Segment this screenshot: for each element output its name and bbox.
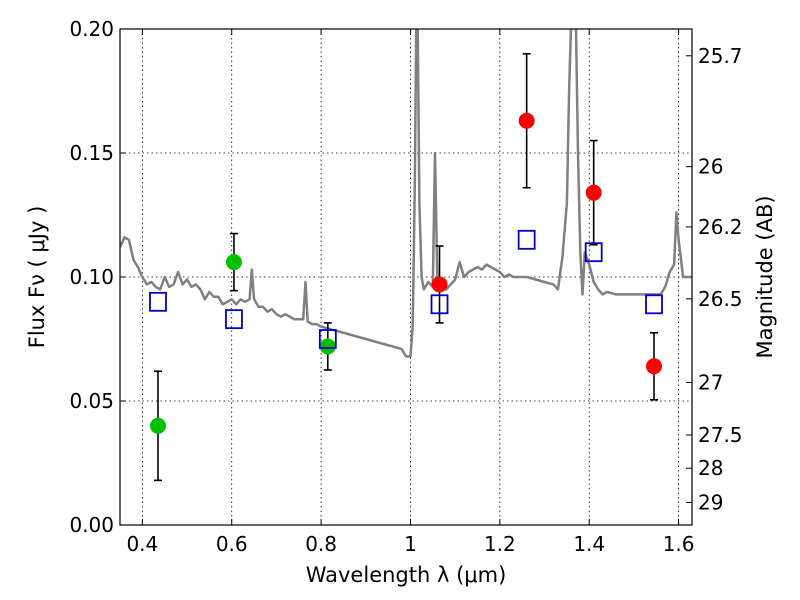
- right-axis-label: Magnitude (AB): [753, 195, 777, 358]
- green-data-point: [225, 254, 242, 271]
- model-spectrum-line: [120, 29, 692, 358]
- plot-area: [120, 29, 692, 482]
- y-tick-label: 0.15: [69, 141, 114, 165]
- y-tick-label: 0.20: [69, 17, 114, 41]
- x-tick-label: 1.4: [573, 532, 605, 556]
- right-tick-label: 29: [698, 490, 723, 514]
- right-tick-label: 27: [698, 370, 723, 394]
- right-tick-label: 27.5: [698, 423, 743, 447]
- model-square-marker: [225, 309, 243, 330]
- x-tick-label: 1: [404, 532, 417, 556]
- right-tick-label: 26.5: [698, 287, 743, 311]
- axis-ticks: 0.4 0.6 0.8 1 1.2 1.4 1.6 0.00 0.05 0.10 0.15 0.20 2…: [69, 17, 742, 556]
- red-data-point: [585, 184, 602, 201]
- model-square-marker: [645, 294, 663, 315]
- x-tick-label: 0.6: [216, 532, 248, 556]
- markers: [149, 52, 663, 482]
- red-data-point: [518, 112, 535, 129]
- red-data-point: [646, 358, 663, 375]
- model-square-marker: [517, 229, 536, 250]
- x-tick-label: 1.6: [663, 532, 695, 556]
- green-data-point: [319, 338, 336, 355]
- right-tick-label: 25.7: [698, 44, 743, 68]
- x-tick-label: 0.8: [305, 532, 337, 556]
- y-tick-label: 0.00: [69, 513, 114, 537]
- green-data-point: [149, 417, 166, 434]
- red-data-point: [431, 276, 448, 293]
- x-tick-label: 1.2: [484, 532, 516, 556]
- x-axis-label: Wavelength λ (μm): [306, 563, 507, 587]
- y-tick-label: 0.05: [69, 389, 114, 413]
- right-tick-label: 28: [698, 456, 723, 480]
- right-tick-label: 26: [698, 155, 723, 179]
- model-square-marker: [584, 242, 603, 263]
- x-tick-label: 0.4: [126, 532, 158, 556]
- model-square-marker: [318, 329, 337, 349]
- model-square-marker: [430, 294, 449, 315]
- y-tick-label: 0.10: [69, 265, 114, 289]
- y-axis-label: Flux Fν ( μJy ): [25, 206, 49, 349]
- right-tick-label: 26.2: [698, 215, 743, 239]
- model-square-marker: [149, 291, 167, 312]
